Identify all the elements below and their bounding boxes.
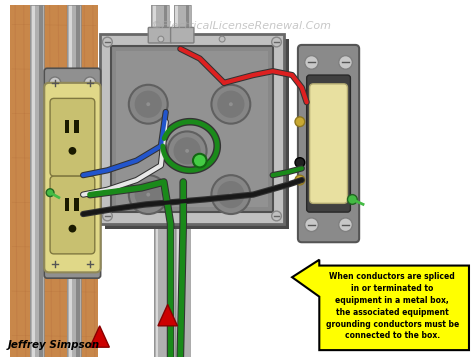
- Polygon shape: [177, 224, 179, 357]
- Polygon shape: [116, 51, 268, 207]
- Circle shape: [295, 117, 305, 127]
- Circle shape: [211, 175, 250, 214]
- Circle shape: [129, 175, 168, 214]
- FancyBboxPatch shape: [298, 45, 359, 242]
- Text: When conductors are spliced
in or terminated to
equipment in a metal box,
the as: When conductors are spliced in or termin…: [326, 272, 459, 340]
- Polygon shape: [292, 260, 469, 350]
- Circle shape: [295, 158, 305, 167]
- Circle shape: [49, 77, 61, 89]
- Polygon shape: [175, 224, 190, 357]
- FancyBboxPatch shape: [44, 83, 100, 272]
- Polygon shape: [64, 198, 69, 211]
- FancyBboxPatch shape: [44, 68, 100, 278]
- Circle shape: [272, 211, 282, 221]
- Polygon shape: [151, 5, 169, 34]
- Polygon shape: [158, 304, 177, 326]
- Polygon shape: [164, 5, 167, 34]
- Polygon shape: [74, 198, 79, 211]
- Polygon shape: [104, 39, 289, 229]
- Polygon shape: [67, 5, 81, 357]
- Circle shape: [84, 77, 96, 89]
- Polygon shape: [76, 5, 80, 357]
- Circle shape: [339, 218, 352, 232]
- Circle shape: [168, 131, 207, 170]
- Circle shape: [49, 258, 61, 269]
- Polygon shape: [100, 34, 284, 224]
- Circle shape: [69, 225, 76, 232]
- Text: Jeffrey Simpson: Jeffrey Simpson: [8, 340, 100, 350]
- Polygon shape: [64, 120, 69, 133]
- Polygon shape: [10, 5, 98, 357]
- Circle shape: [46, 189, 54, 197]
- FancyBboxPatch shape: [148, 28, 172, 43]
- Circle shape: [84, 258, 96, 269]
- Circle shape: [339, 56, 352, 69]
- Text: ©ElectricalLicenseRenewal.Com: ©ElectricalLicenseRenewal.Com: [150, 21, 331, 31]
- Circle shape: [135, 181, 162, 208]
- Circle shape: [185, 149, 189, 153]
- Circle shape: [193, 154, 207, 167]
- FancyBboxPatch shape: [310, 84, 347, 203]
- Circle shape: [229, 102, 233, 106]
- Polygon shape: [156, 224, 158, 357]
- Polygon shape: [111, 46, 273, 212]
- Circle shape: [211, 85, 250, 124]
- Circle shape: [219, 36, 225, 42]
- Polygon shape: [175, 5, 178, 34]
- Circle shape: [217, 181, 245, 208]
- Polygon shape: [153, 5, 156, 34]
- Polygon shape: [32, 5, 36, 357]
- Circle shape: [217, 90, 245, 118]
- FancyBboxPatch shape: [50, 98, 95, 176]
- Polygon shape: [69, 5, 73, 357]
- Circle shape: [305, 56, 319, 69]
- Circle shape: [135, 90, 162, 118]
- Circle shape: [146, 193, 150, 197]
- FancyBboxPatch shape: [50, 176, 95, 254]
- FancyBboxPatch shape: [307, 75, 350, 212]
- Circle shape: [229, 193, 233, 197]
- Polygon shape: [173, 5, 191, 34]
- Circle shape: [102, 211, 112, 221]
- Circle shape: [69, 147, 76, 155]
- Circle shape: [158, 36, 164, 42]
- Polygon shape: [90, 326, 109, 347]
- Circle shape: [305, 218, 319, 232]
- Polygon shape: [154, 224, 169, 357]
- Circle shape: [173, 137, 201, 164]
- Circle shape: [146, 102, 150, 106]
- Polygon shape: [186, 5, 189, 34]
- Circle shape: [102, 37, 112, 47]
- Polygon shape: [74, 120, 79, 133]
- Polygon shape: [30, 5, 44, 357]
- Circle shape: [129, 85, 168, 124]
- Circle shape: [295, 175, 305, 185]
- Polygon shape: [39, 5, 43, 357]
- FancyBboxPatch shape: [171, 28, 194, 43]
- Circle shape: [272, 37, 282, 47]
- Circle shape: [347, 195, 357, 204]
